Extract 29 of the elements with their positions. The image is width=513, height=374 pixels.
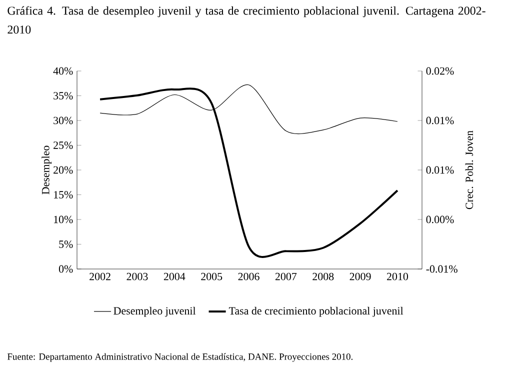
y-tick-label: 40% [53, 67, 73, 75]
x-tick-label: 2008 [312, 272, 334, 280]
y2-tick-label: -0.01% [426, 265, 458, 273]
x-tick-label: 2004 [164, 272, 186, 280]
y2-tick-label: 0.00% [426, 216, 454, 224]
y-tick-label: 20% [54, 166, 73, 174]
y2-tick-label: 0.02% [426, 67, 454, 75]
y2-tick-label: 0.01% [426, 116, 454, 124]
x-tick-label: 2006 [238, 272, 260, 280]
x-tick-label: 2002 [90, 272, 110, 280]
y-axis-title: Desempleo [42, 146, 52, 194]
x-tick-label: 2003 [126, 272, 148, 280]
x-tick-label: 2010 [386, 272, 408, 280]
legend-label: Desempleo juvenil [114, 306, 196, 317]
y2-tick-label: 0.01% [426, 166, 454, 174]
y-tick-label: 5% [59, 240, 73, 248]
y-tick-label: 10% [54, 216, 73, 224]
y-tick-label: 30% [54, 116, 73, 124]
x-tick-label: 2007 [275, 272, 297, 280]
x-tick-label: 2009 [350, 272, 371, 280]
y2-axis-title: Crec. Pobl. Joven [465, 130, 474, 210]
source-note: Fuente: Departamento Administrativo Nacional de Estadística, DANE. Proyecciones 2010. [7, 353, 353, 362]
y-tick-label: 15% [54, 191, 73, 198]
x-tick-label: 2005 [201, 272, 222, 280]
y-tick-label: 25% [54, 142, 73, 149]
legend-label: Tasa de crecimiento poblacional juvenil [228, 306, 404, 317]
chart-title: Gráfica 4. Tasa de desempleo juvenil y tasa de crecimiento poblacional juvenil. Cartagena 2002-2010 [8, 6, 486, 34]
y-tick-label: 35% [54, 92, 73, 100]
y-tick-label: 0% [58, 265, 73, 273]
